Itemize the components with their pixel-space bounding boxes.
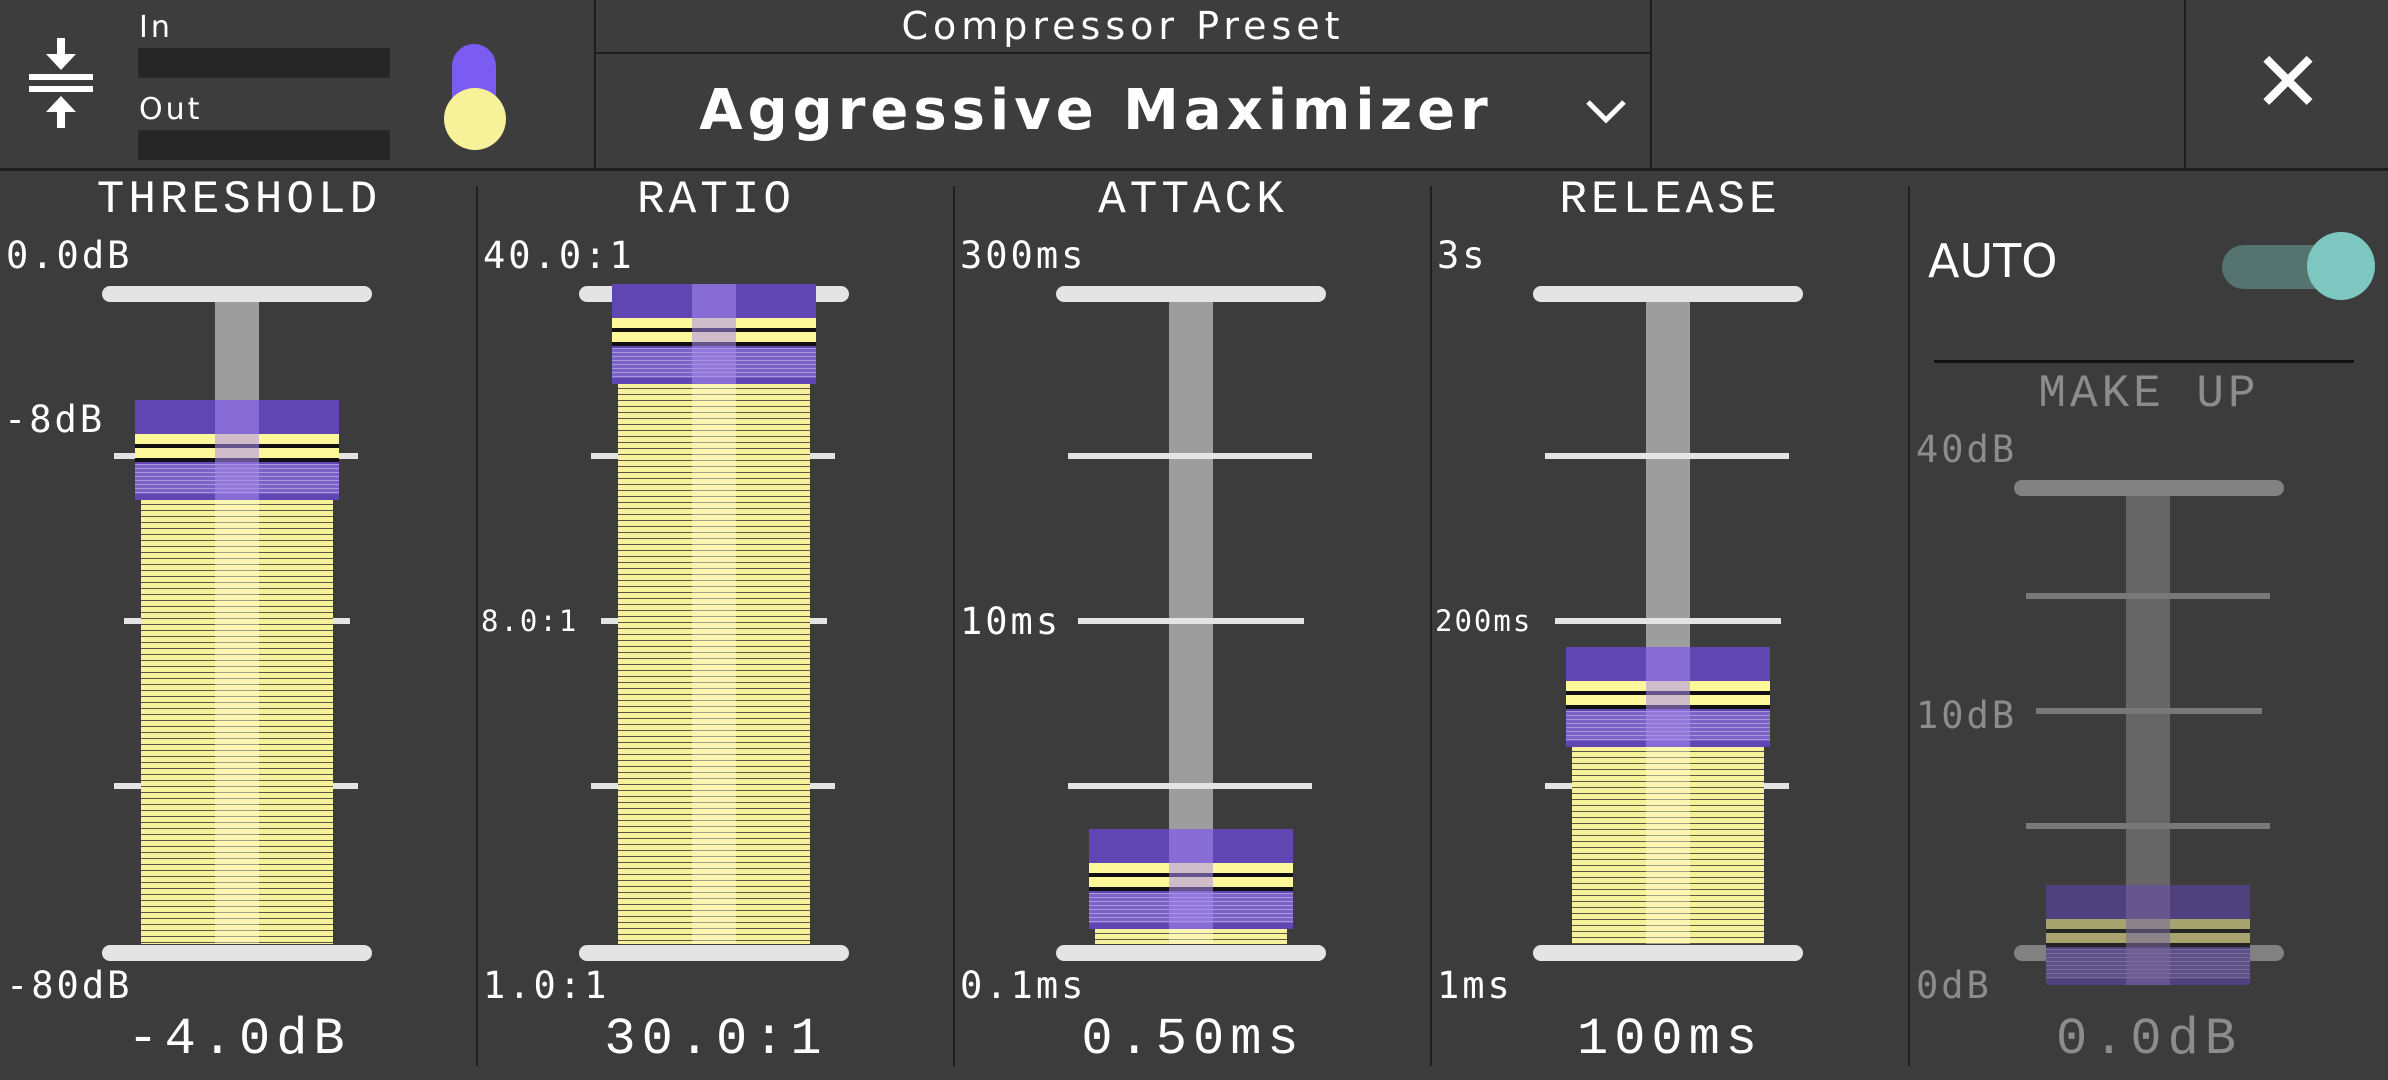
compress-arrows-icon[interactable] bbox=[26, 36, 96, 130]
gain-knob-icon[interactable] bbox=[444, 88, 506, 150]
ratio-mid-label: 8.0:1 bbox=[481, 604, 579, 638]
release-value: 100ms bbox=[1576, 1010, 1764, 1069]
output-level-meter bbox=[138, 130, 390, 160]
makeup-value: 0.0dB bbox=[2055, 1010, 2243, 1069]
attack-max-label: 300ms bbox=[960, 234, 1087, 277]
slider-thumb-stripe bbox=[2046, 918, 2250, 929]
meter-in-label: In bbox=[139, 10, 173, 45]
slider-thumb[interactable] bbox=[2046, 884, 2250, 985]
makeup-slider[interactable] bbox=[1910, 364, 2388, 985]
close-icon[interactable]: ✕ bbox=[2252, 33, 2324, 131]
slider-thumb-stripe bbox=[2046, 932, 2250, 943]
threshold-value: -4.0dB bbox=[127, 1010, 351, 1069]
header-bar: In Out Compressor Preset Aggressive Maxi… bbox=[0, 0, 2388, 171]
slider-thumb-glow bbox=[692, 284, 736, 384]
release-mid-label: 200ms bbox=[1435, 604, 1533, 638]
makeup-title: MAKE UP bbox=[2038, 368, 2260, 420]
auto-divider bbox=[1934, 360, 2354, 363]
threshold-title: THRESHOLD bbox=[96, 174, 382, 226]
slider-thumb-glow bbox=[215, 400, 259, 500]
release-max-label: 3s bbox=[1437, 234, 1488, 277]
attack-value: 0.50ms bbox=[1081, 1010, 1305, 1069]
makeup-max-label: 40dB bbox=[1916, 428, 2018, 471]
threshold-min-label: -80dB bbox=[6, 964, 133, 1007]
ratio-value: 30.0:1 bbox=[604, 1010, 828, 1069]
slider-thumb[interactable] bbox=[1566, 647, 1770, 747]
slider-thumb-glow bbox=[1169, 829, 1213, 929]
ratio-panel: RATIO 40.0:1 8.0:1 1.0:1 30.0:1 bbox=[477, 170, 953, 1080]
auto-toggle-knob[interactable] bbox=[2307, 232, 2375, 300]
ratio-title: RATIO bbox=[636, 174, 796, 226]
release-title: RELEASE bbox=[1559, 174, 1781, 226]
slider-thumb[interactable] bbox=[612, 284, 816, 384]
attack-panel: ATTACK 300ms 10ms 0.1ms 0.50ms bbox=[954, 170, 1430, 1080]
slider-thumb-glow bbox=[1646, 647, 1690, 747]
makeup-mid-label: 10dB bbox=[1916, 694, 2018, 737]
auto-label: AUTO bbox=[1928, 234, 2058, 288]
slider-thumb-stripe bbox=[2046, 928, 2250, 933]
attack-min-label: 0.1ms bbox=[960, 964, 1087, 1007]
slider-thumb-glow bbox=[2126, 884, 2170, 985]
preset-title-area: Compressor Preset bbox=[596, 0, 1650, 54]
preset-name: Aggressive Maximizer bbox=[699, 78, 1493, 143]
chevron-down-icon[interactable] bbox=[1582, 96, 1630, 126]
attack-title: ATTACK bbox=[1098, 174, 1288, 226]
input-level-meter bbox=[138, 48, 390, 78]
meter-out-label: Out bbox=[139, 92, 203, 127]
release-panel: RELEASE 3s 200ms 1ms 100ms bbox=[1431, 170, 1907, 1080]
ratio-min-label: 1.0:1 bbox=[483, 964, 610, 1007]
makeup-section: MAKE UP 40dB 10dB 0dB 0.0dB bbox=[1910, 364, 2388, 1080]
slider-thumb-stripe bbox=[2046, 948, 2250, 979]
threshold-max-label: 0.0dB bbox=[6, 234, 133, 277]
slider-thumb[interactable] bbox=[135, 400, 339, 500]
threshold-panel: THRESHOLD 0.0dB -8dB -80dB -4.0dB bbox=[0, 170, 476, 1080]
release-min-label: 1ms bbox=[1437, 964, 1513, 1007]
preset-title: Compressor Preset bbox=[901, 4, 1345, 48]
ratio-max-label: 40.0:1 bbox=[483, 234, 635, 277]
slider-fill bbox=[618, 334, 810, 944]
attack-slider[interactable] bbox=[954, 170, 1430, 970]
makeup-panel: AUTO bbox=[1910, 170, 2388, 1080]
slider-fill-highlight bbox=[215, 450, 259, 944]
slider-fill-highlight bbox=[692, 334, 736, 944]
slider-thumb-stripe bbox=[2046, 942, 2250, 947]
attack-mid-label: 10ms bbox=[960, 600, 1062, 643]
release-slider[interactable] bbox=[1431, 170, 1907, 970]
slider-thumb[interactable] bbox=[1089, 829, 1293, 929]
ratio-slider[interactable] bbox=[477, 170, 953, 970]
threshold-slider[interactable] bbox=[0, 170, 476, 970]
preset-dropdown[interactable]: Aggressive Maximizer bbox=[596, 54, 1650, 168]
threshold-mid-label: -8dB bbox=[4, 398, 106, 441]
slider-fill bbox=[141, 450, 333, 944]
makeup-min-label: 0dB bbox=[1916, 964, 1992, 1007]
